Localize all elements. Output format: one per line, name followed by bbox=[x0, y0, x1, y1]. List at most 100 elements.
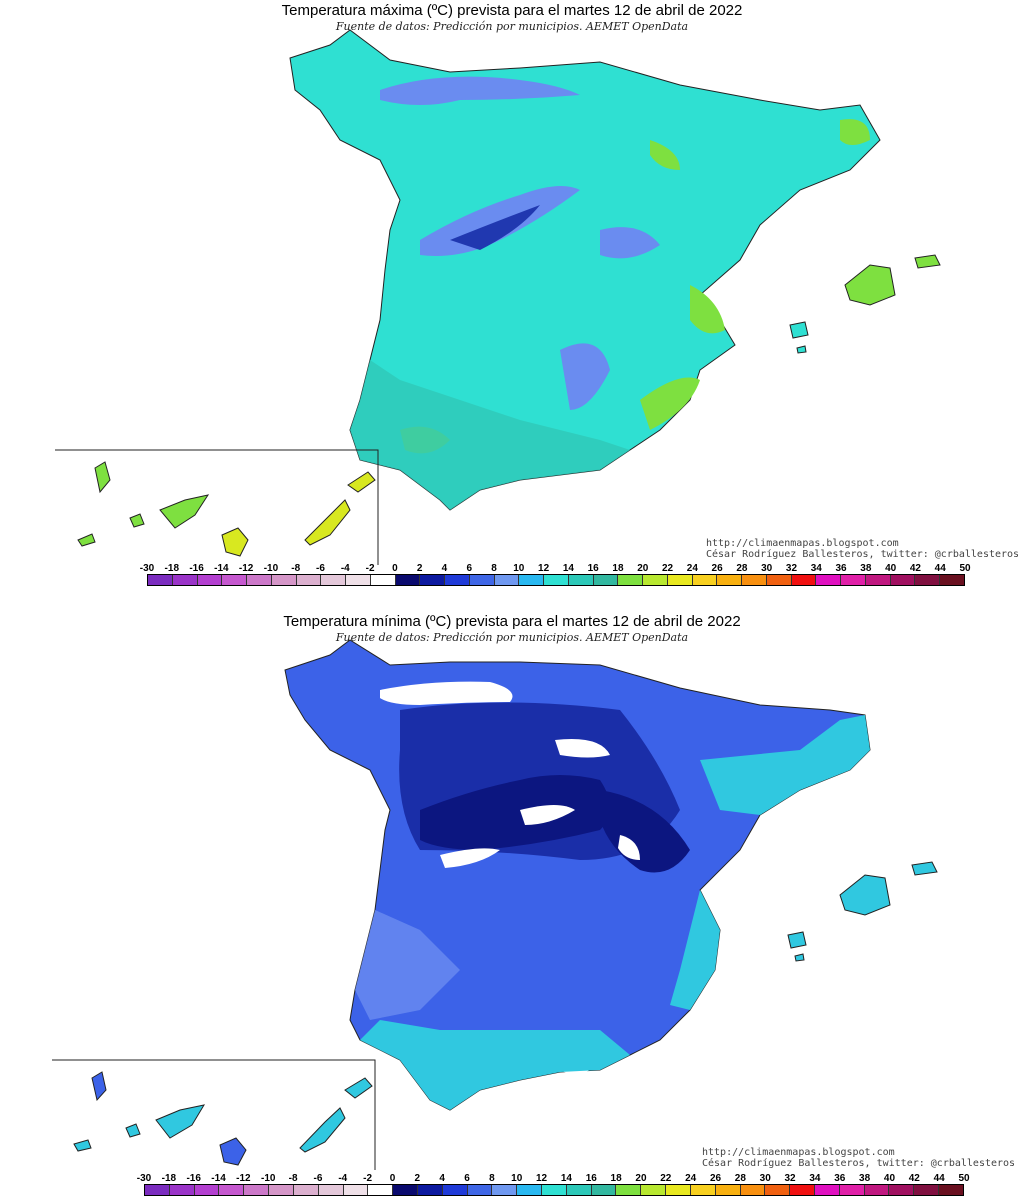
legend-tick-label: -6 bbox=[316, 563, 325, 574]
legend-tick-label: 12 bbox=[536, 1173, 548, 1184]
legend-color-cell bbox=[939, 1185, 963, 1195]
legend-tick-label: 0 bbox=[389, 1173, 396, 1184]
mallorca-island bbox=[839, 874, 891, 916]
legend-color-cell bbox=[666, 1185, 691, 1195]
legend-color-cell bbox=[148, 575, 173, 585]
legend-color-cell bbox=[420, 575, 445, 585]
gran-canaria-island bbox=[219, 1137, 247, 1166]
map-title: Temperatura máxima (ºC) prevista para el… bbox=[281, 2, 743, 19]
legend-color-cell bbox=[318, 1185, 344, 1195]
legend-tick-label: 10 bbox=[511, 1173, 523, 1184]
warm-zone bbox=[690, 285, 725, 334]
legend-tick-label: 20 bbox=[635, 1173, 647, 1184]
legend-tick-label: -30 bbox=[136, 1173, 152, 1184]
warm-zone bbox=[650, 140, 680, 170]
legend-tick-label: 8 bbox=[491, 563, 497, 574]
credit-author: César Rodríguez Ballesteros, twitter: @c… bbox=[702, 1158, 1016, 1169]
canary-island bbox=[125, 1123, 141, 1138]
tenerife-island bbox=[159, 494, 210, 529]
legend-tick-label: 30 bbox=[759, 1173, 771, 1184]
credit-url: http://climaenmapas.blogspot.com bbox=[706, 538, 899, 549]
legend-tick-label: 40 bbox=[885, 563, 897, 574]
legend-tick-label: 26 bbox=[709, 1173, 722, 1184]
legend-tick-label: -2 bbox=[365, 563, 375, 574]
legend-tick-label: -10 bbox=[261, 1173, 276, 1184]
legend-tick-label: 0 bbox=[392, 563, 398, 574]
legend-color-cell bbox=[219, 1185, 245, 1195]
canary-island bbox=[129, 513, 145, 528]
canary-island bbox=[94, 461, 111, 494]
legend-tick-label: 36 bbox=[834, 1173, 846, 1184]
legend-color-cell bbox=[293, 1185, 319, 1195]
legend-color-cell bbox=[591, 1185, 617, 1195]
coast-zone bbox=[350, 360, 630, 510]
legend-tick-label: 28 bbox=[736, 563, 748, 574]
legend-tick-label: 2 bbox=[414, 1173, 421, 1184]
formentera-island bbox=[796, 345, 807, 354]
legend-color-cell bbox=[715, 1185, 741, 1195]
data-source: Fuente de datos: Predicción por municipi… bbox=[335, 631, 689, 644]
canary-inset-frame bbox=[52, 1059, 376, 1170]
legend-tick-label: -30 bbox=[139, 563, 155, 574]
legend-tick-label: 16 bbox=[587, 563, 599, 574]
snow-zone bbox=[555, 739, 610, 758]
legend-color-cell bbox=[494, 575, 520, 585]
legend-color-cell bbox=[865, 575, 891, 585]
mallorca-island bbox=[844, 264, 896, 306]
legend-color-cell bbox=[296, 575, 322, 585]
legend-tick-label: 32 bbox=[784, 1173, 796, 1184]
legend-tick-label: 40 bbox=[883, 1173, 896, 1184]
legend-tick-label: 38 bbox=[860, 563, 872, 574]
gran-canaria-island bbox=[221, 527, 249, 557]
canary-island bbox=[91, 1071, 107, 1102]
legend-tick-label: -14 bbox=[214, 563, 229, 574]
canary-island bbox=[77, 533, 96, 547]
legend-tick-label: 44 bbox=[933, 1173, 945, 1184]
credit-author: César Rodríguez Ballesteros, twitter: @c… bbox=[706, 549, 1020, 560]
legend-color-cell bbox=[222, 575, 247, 585]
legend-tick-label: 18 bbox=[612, 563, 624, 574]
legend-tick-label: 14 bbox=[562, 563, 574, 574]
legend-color-cell bbox=[717, 575, 742, 585]
coast-zone bbox=[670, 890, 720, 1010]
legend-labels: -30 -18 -16 -14 -12 -10 -8 -6 -4 -2 0 2 4 6 8 10 12 14 16 1… bbox=[140, 563, 971, 575]
legend-tick-label: 36 bbox=[835, 563, 847, 574]
legend-tick-label: -8 bbox=[288, 1173, 298, 1184]
legend-color-cell bbox=[742, 575, 767, 585]
legend-tick-label: 44 bbox=[934, 563, 946, 574]
legend-color-cell bbox=[915, 575, 940, 585]
legend-tick-label: 6 bbox=[466, 563, 473, 574]
ibiza-island bbox=[787, 931, 807, 949]
menorca-island bbox=[914, 254, 941, 269]
legend-tick-label: -4 bbox=[338, 1173, 348, 1184]
legend-color-cell bbox=[841, 575, 866, 585]
legend-color-cell bbox=[395, 575, 421, 585]
legend-color-cell bbox=[519, 575, 544, 585]
legend-color-cell bbox=[269, 1185, 294, 1195]
legend-color-cell bbox=[618, 575, 643, 585]
legend-color-cell bbox=[593, 575, 619, 585]
max-temp-map bbox=[55, 29, 941, 565]
legend-tick-label: 4 bbox=[441, 563, 448, 574]
legend-color-cell bbox=[864, 1185, 890, 1195]
snow-zone bbox=[380, 681, 513, 705]
legend-color-cell bbox=[641, 1185, 667, 1195]
legend-colorbar bbox=[147, 574, 965, 586]
legend-color-cell bbox=[247, 575, 272, 585]
legend-color-cell bbox=[169, 1185, 195, 1195]
peninsula-land bbox=[289, 29, 881, 511]
legend-color-cell bbox=[244, 1185, 270, 1195]
fuerteventura-island bbox=[304, 499, 351, 546]
data-source: Fuente de datos: Predicción por municipi… bbox=[335, 20, 689, 33]
legend-color-cell bbox=[393, 1185, 418, 1195]
legend-tick-label: 50 bbox=[959, 563, 971, 574]
credits: http://climaenmapas.blogspot.com César R… bbox=[706, 538, 1019, 560]
legend-tick-label: -6 bbox=[313, 1173, 323, 1184]
legend-color-cell bbox=[467, 1185, 493, 1195]
legend-color-cell bbox=[492, 1185, 518, 1195]
legend-color-cell bbox=[417, 1185, 443, 1195]
legend-tick-label: 8 bbox=[489, 1173, 495, 1184]
warm-zone bbox=[355, 910, 460, 1020]
legend-tick-label: 22 bbox=[660, 1173, 672, 1184]
legend-color-cell bbox=[145, 1185, 170, 1195]
